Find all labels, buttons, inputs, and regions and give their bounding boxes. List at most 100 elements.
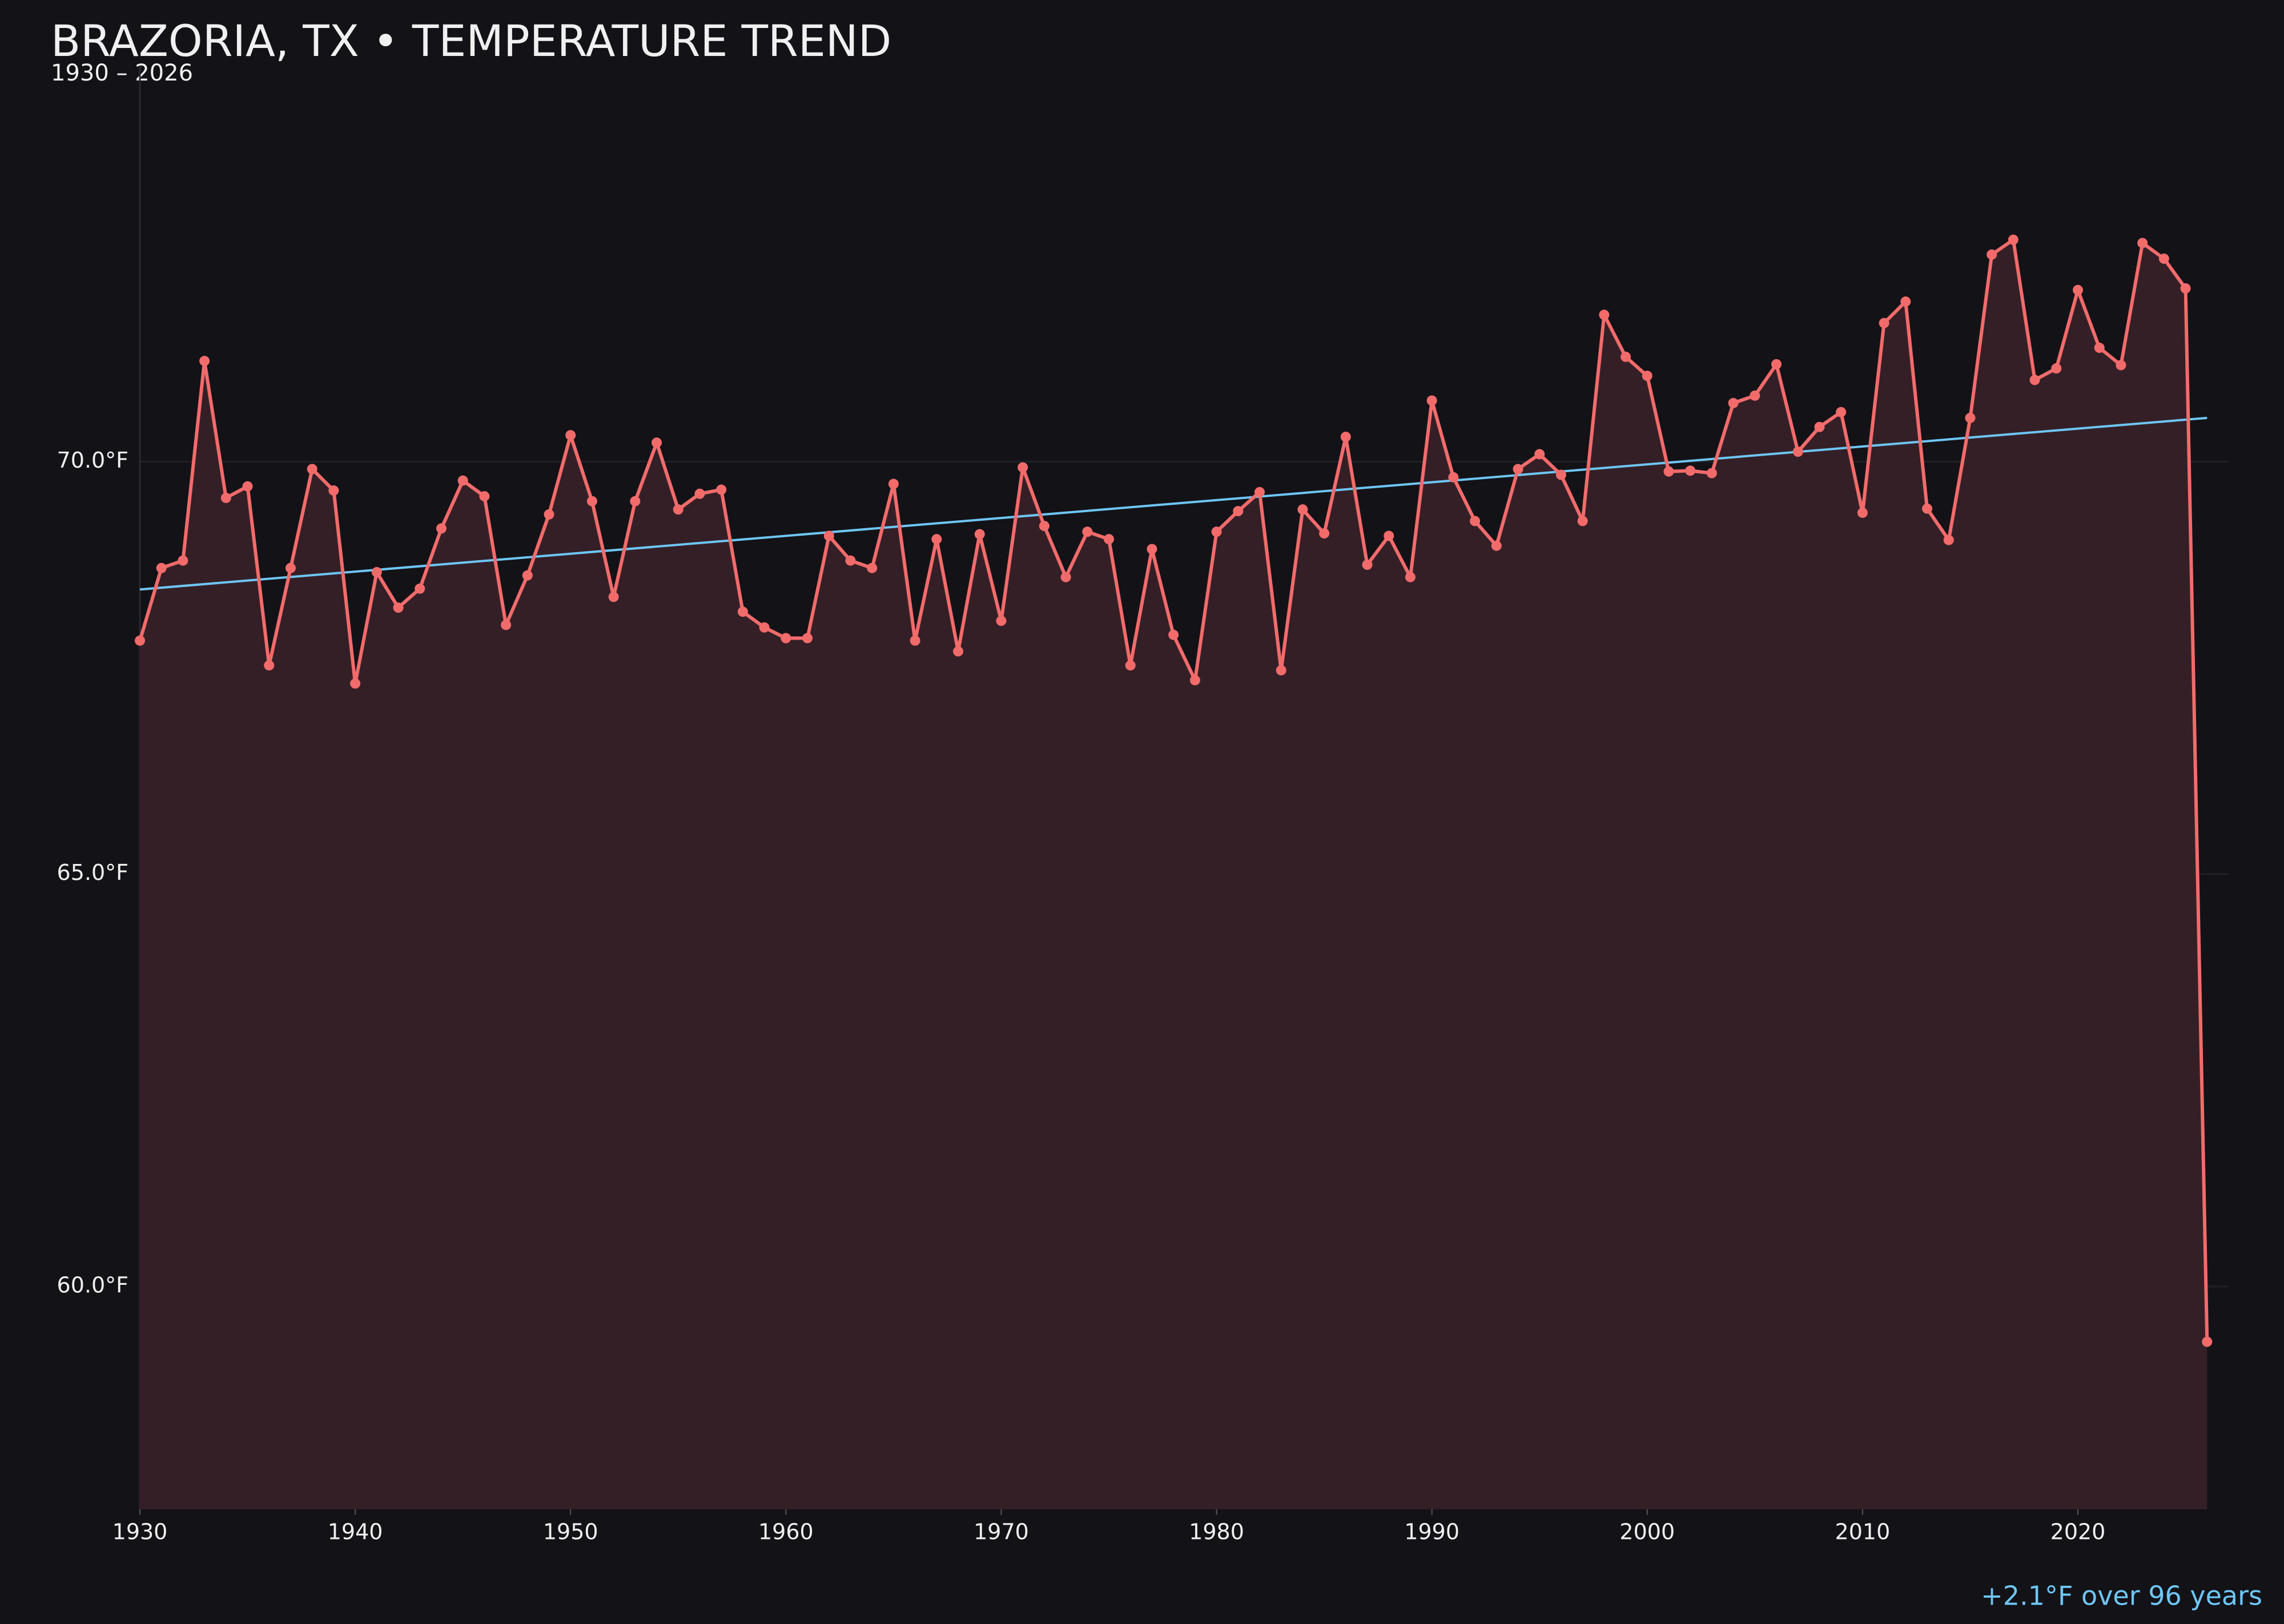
point xyxy=(673,504,683,515)
point xyxy=(1254,487,1265,497)
x-tick-label: 1950 xyxy=(543,1520,598,1545)
point xyxy=(1577,516,1588,526)
point xyxy=(1685,465,1696,476)
point xyxy=(1276,665,1286,676)
point xyxy=(1642,371,1652,381)
point xyxy=(2029,375,2040,385)
point xyxy=(1534,449,1545,460)
point xyxy=(1470,516,1481,526)
x-tick-label: 2000 xyxy=(1619,1520,1675,1545)
point xyxy=(2094,343,2105,353)
point xyxy=(1104,534,1115,545)
point xyxy=(328,485,339,496)
point xyxy=(716,484,727,495)
point xyxy=(1233,506,1244,517)
point xyxy=(1147,544,1157,554)
point xyxy=(1663,466,1674,477)
point xyxy=(2158,254,2169,264)
point xyxy=(1018,462,1028,473)
point xyxy=(135,635,145,646)
point xyxy=(931,534,942,545)
point xyxy=(974,529,985,540)
point xyxy=(415,583,425,594)
point xyxy=(1879,317,1889,328)
trend-annotation: +2.1°F over 96 years xyxy=(1981,1581,2262,1611)
point xyxy=(544,509,554,520)
y-tick-label: 65.0°F xyxy=(57,860,128,885)
point xyxy=(1491,540,1502,551)
point xyxy=(2202,1336,2213,1347)
point xyxy=(1405,572,1416,582)
x-tick-label: 1970 xyxy=(974,1520,1029,1545)
point xyxy=(1297,504,1308,515)
chart-subtitle: 1930 – 2026 xyxy=(51,60,193,86)
point xyxy=(1555,469,1566,480)
point xyxy=(1513,464,1523,475)
point xyxy=(457,475,468,486)
x-tick-label: 1980 xyxy=(1189,1520,1244,1545)
point xyxy=(1599,309,1610,320)
point xyxy=(479,491,490,502)
point xyxy=(1836,407,1847,417)
point xyxy=(522,570,533,581)
x-tick-label: 2020 xyxy=(2050,1520,2106,1545)
point xyxy=(501,620,512,630)
point xyxy=(910,635,920,646)
point xyxy=(694,488,705,499)
point xyxy=(393,602,404,613)
point xyxy=(1060,572,1071,582)
x-tick-label: 1990 xyxy=(1404,1520,1459,1545)
area xyxy=(140,239,2207,1509)
point xyxy=(1771,359,1782,369)
point xyxy=(608,592,619,602)
x-tick-label: 1940 xyxy=(328,1520,383,1545)
point xyxy=(1168,629,1179,640)
point xyxy=(1792,447,1803,457)
point xyxy=(220,492,231,503)
point xyxy=(1362,559,1373,570)
point xyxy=(1340,432,1351,443)
point xyxy=(1900,296,1911,307)
point xyxy=(2180,283,2191,294)
point xyxy=(781,633,791,644)
point xyxy=(867,562,878,573)
point xyxy=(1922,503,1933,514)
point xyxy=(1039,521,1049,532)
point xyxy=(285,562,296,573)
point xyxy=(845,555,856,566)
point xyxy=(1987,249,1997,260)
point xyxy=(2008,234,2018,245)
x-tick-label: 1930 xyxy=(112,1520,168,1545)
point xyxy=(1211,526,1222,537)
point xyxy=(242,481,253,492)
point xyxy=(264,660,275,671)
point xyxy=(156,562,167,573)
point xyxy=(2137,238,2148,248)
point xyxy=(371,566,382,577)
point xyxy=(630,496,641,507)
point xyxy=(1448,472,1459,483)
point xyxy=(1125,660,1136,671)
point xyxy=(2073,284,2084,295)
point xyxy=(1728,397,1739,408)
point xyxy=(307,464,317,475)
point xyxy=(1082,526,1093,537)
point xyxy=(2116,360,2126,371)
point xyxy=(953,646,964,657)
point xyxy=(350,678,361,689)
point xyxy=(1189,675,1200,686)
point xyxy=(1620,351,1631,362)
point xyxy=(996,616,1007,626)
x-tick-label: 1960 xyxy=(758,1520,814,1545)
point xyxy=(199,356,210,367)
point xyxy=(1965,412,1976,423)
point xyxy=(652,437,662,448)
trend-line xyxy=(139,416,2207,591)
point xyxy=(1750,390,1760,401)
point xyxy=(1814,421,1825,432)
x-tick-label: 2010 xyxy=(1835,1520,1891,1545)
point xyxy=(802,633,813,644)
y-tick-label: 60.0°F xyxy=(57,1272,128,1297)
point xyxy=(2051,363,2062,374)
